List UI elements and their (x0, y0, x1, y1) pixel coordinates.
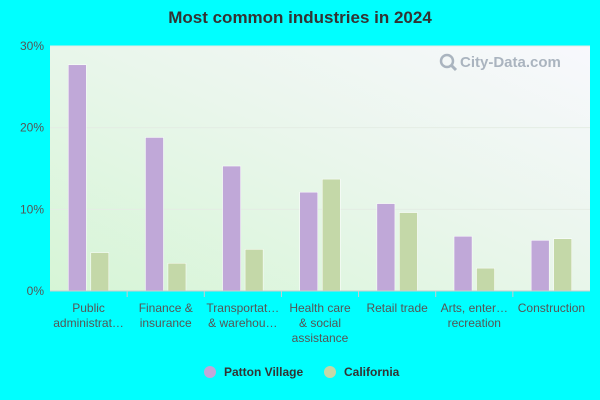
x-tick-label: & social (299, 316, 341, 330)
legend-swatch-patton-village (204, 366, 216, 378)
x-tick-label: Construction (518, 301, 585, 315)
legend-swatch-california (324, 366, 336, 378)
x-tick-label: Finance & (139, 301, 193, 315)
plot-area (50, 46, 590, 291)
x-tick-label: administrat… (53, 316, 124, 330)
x-tick-label: Arts, enter… (441, 301, 508, 315)
y-tick-label: 30% (20, 39, 44, 53)
bars (68, 64, 572, 292)
legend-label-patton-village: Patton Village (224, 365, 303, 379)
y-tick-label: 0% (27, 284, 45, 298)
gridlines (50, 45, 590, 210)
x-tick-label: Transportat… (206, 301, 279, 315)
bar-patton-village-6[interactable] (530, 240, 550, 292)
bar-patton-village-1[interactable] (145, 137, 164, 292)
bar-california-6[interactable] (553, 238, 572, 292)
legend-label-california: California (344, 365, 400, 379)
x-tick-label: Retail trade (366, 301, 428, 315)
x-tick-label: assistance (292, 331, 349, 345)
bar-patton-village-2[interactable] (222, 165, 241, 292)
search-icon (439, 53, 458, 72)
bar-california-4[interactable] (399, 212, 418, 292)
bar-california-0[interactable] (90, 252, 110, 292)
bar-california-3[interactable] (322, 178, 341, 292)
legend: Patton Village California (204, 365, 400, 379)
bar-patton-village-5[interactable] (453, 236, 473, 292)
bar-california-1[interactable] (167, 262, 187, 292)
watermark-text: City-Data.com (460, 54, 561, 71)
y-axis: 0% 10% 20% 30% (20, 39, 44, 298)
bar-patton-village-0[interactable] (68, 64, 87, 292)
bar-patton-village-4[interactable] (376, 203, 396, 292)
y-tick-label: 20% (20, 121, 44, 135)
x-tick-label: Health care (289, 301, 351, 315)
x-tick-label: Public (72, 301, 105, 315)
bar-california-2[interactable] (244, 249, 264, 292)
bar-patton-village-3[interactable] (299, 191, 318, 292)
chart-title: Most common industries in 2024 (168, 8, 432, 27)
bar-california-5[interactable] (476, 267, 495, 292)
x-tick-label: & warehou… (208, 316, 277, 330)
watermark: City-Data.com (439, 53, 561, 72)
y-tick-label: 10% (20, 202, 44, 216)
x-tick-label: recreation (448, 316, 501, 330)
x-tick-label: insurance (140, 316, 192, 330)
